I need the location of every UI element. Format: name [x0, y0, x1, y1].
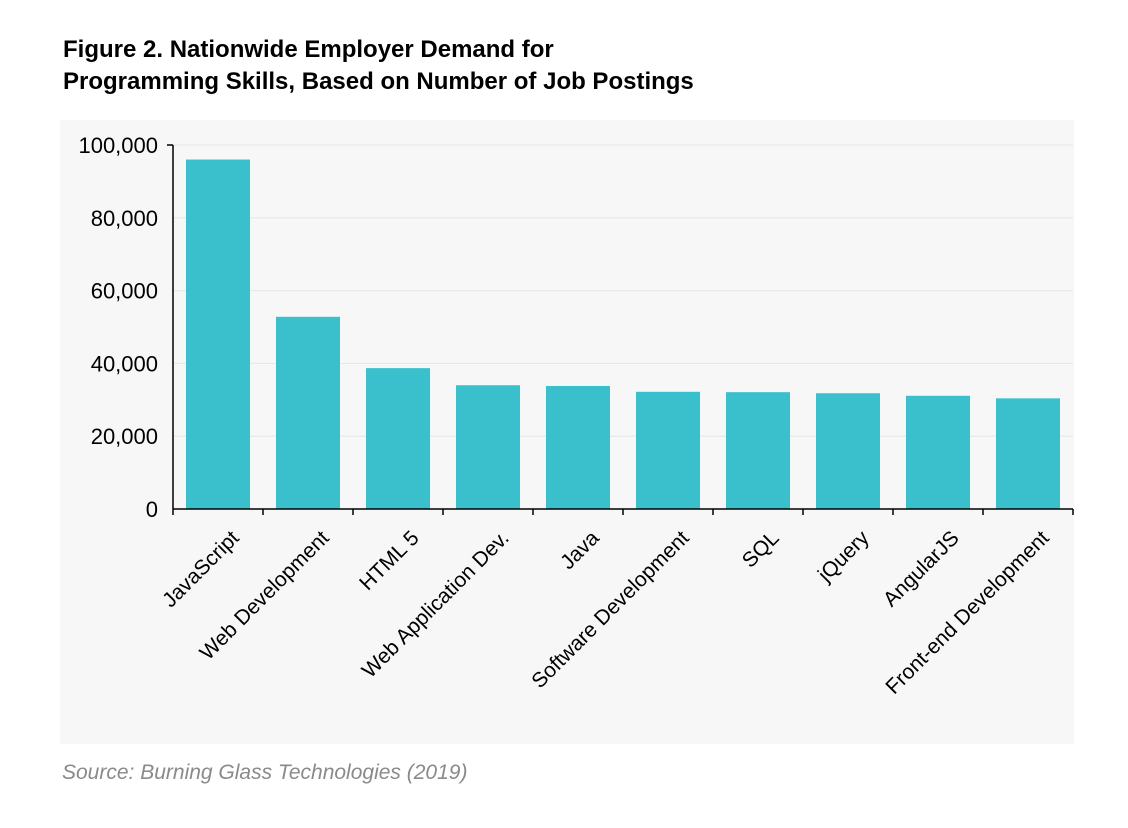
axes	[167, 144, 1074, 515]
bar	[996, 398, 1060, 509]
bar	[816, 393, 880, 509]
bar	[276, 316, 340, 509]
bar	[726, 392, 790, 509]
x-category-label: Software Development	[527, 526, 694, 693]
chart-title-line-2: Programming Skills, Based on Number of J…	[63, 68, 694, 95]
x-category-label: jQuery	[813, 526, 874, 587]
y-tick-label: 80,000	[91, 206, 158, 231]
bar	[546, 385, 610, 509]
y-tick-label: 40,000	[91, 351, 158, 376]
y-tick-label: 100,000	[78, 133, 158, 158]
x-category-label: AngularJS	[879, 526, 964, 611]
y-tick-label: 0	[146, 497, 158, 522]
y-tick-label: 60,000	[91, 279, 158, 304]
chart-title-line-1: Figure 2. Nationwide Employer Demand for	[63, 36, 554, 63]
bar	[366, 368, 430, 509]
x-category-label: Web Application Dev.	[358, 526, 514, 682]
bar	[456, 385, 520, 509]
x-category-label: SQL	[738, 526, 784, 572]
bars	[186, 159, 1060, 509]
bar	[636, 391, 700, 509]
y-tick-label: 20,000	[91, 424, 158, 449]
x-category-label: Java	[556, 526, 604, 574]
bar	[906, 395, 970, 509]
x-category-label: Front-end Development	[881, 526, 1053, 698]
source-note: Source: Burning Glass Technologies (2019…	[62, 761, 468, 784]
x-category-label: JavaScript	[158, 526, 244, 612]
x-category-label: HTML 5	[355, 526, 424, 595]
bar	[186, 159, 250, 509]
